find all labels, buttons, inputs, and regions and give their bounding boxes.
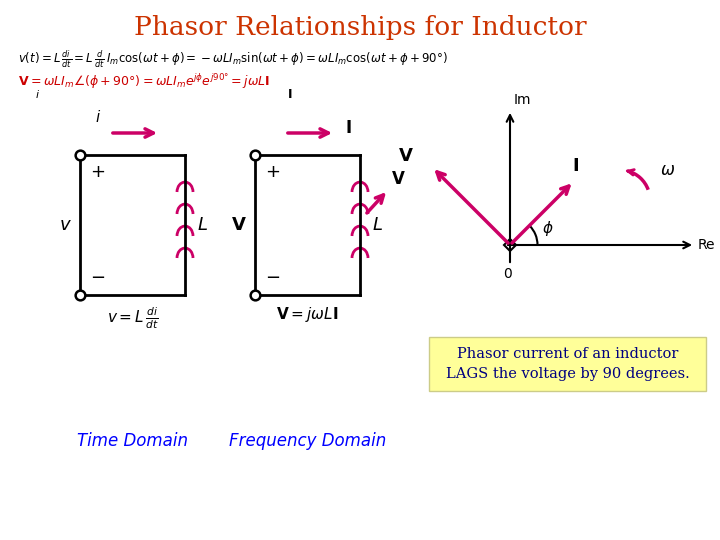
Text: $\mathbf{I}$: $\mathbf{I}$ [287,88,293,101]
Text: +: + [265,163,280,181]
Text: Im: Im [514,93,531,107]
Text: $\phi$: $\phi$ [542,219,554,238]
Text: $v$: $v$ [58,216,71,234]
Text: −: − [90,269,105,287]
Text: $\mathbf{V}$: $\mathbf{V}$ [398,147,414,165]
Text: $i$: $i$ [35,88,40,100]
Text: $v(t) = L\,\frac{di}{dt} = L\,\frac{d}{dt}\,I_m\cos(\omega t+\phi)= -\omega LI_m: $v(t) = L\,\frac{di}{dt} = L\,\frac{d}{d… [18,48,448,70]
Text: Phasor current of an inductor
LAGS the voltage by 90 degrees.: Phasor current of an inductor LAGS the v… [446,347,689,381]
Text: 0: 0 [503,267,513,281]
Text: $L$: $L$ [372,216,383,234]
Text: $\mathbf{V}$: $\mathbf{V}$ [391,170,406,188]
Text: $\mathbf{I}$: $\mathbf{I}$ [345,119,351,137]
Text: $i$: $i$ [95,109,101,125]
Text: $\omega$: $\omega$ [660,161,675,179]
Text: $\mathbf{I}$: $\mathbf{I}$ [572,157,579,176]
Text: −: − [265,269,280,287]
Text: $v = L\,\frac{di}{dt}$: $v = L\,\frac{di}{dt}$ [107,305,158,330]
FancyBboxPatch shape [429,337,706,391]
Text: $\mathbf{V}$: $\mathbf{V}$ [231,216,247,234]
Text: $\mathbf{V} = \omega LI_m\angle(\phi+90°)=\omega LI_me^{j\phi}e^{j90°} = j\omega: $\mathbf{V} = \omega LI_m\angle(\phi+90°… [18,72,270,91]
Text: Frequency Domain: Frequency Domain [229,432,386,450]
Text: Phasor Relationships for Inductor: Phasor Relationships for Inductor [134,15,586,40]
Text: $\mathbf{V} = j\omega L\mathbf{I}$: $\mathbf{V} = j\omega L\mathbf{I}$ [276,305,338,324]
Text: Re: Re [698,238,716,252]
Text: +: + [90,163,105,181]
Text: $L$: $L$ [197,216,208,234]
Text: Time Domain: Time Domain [77,432,188,450]
